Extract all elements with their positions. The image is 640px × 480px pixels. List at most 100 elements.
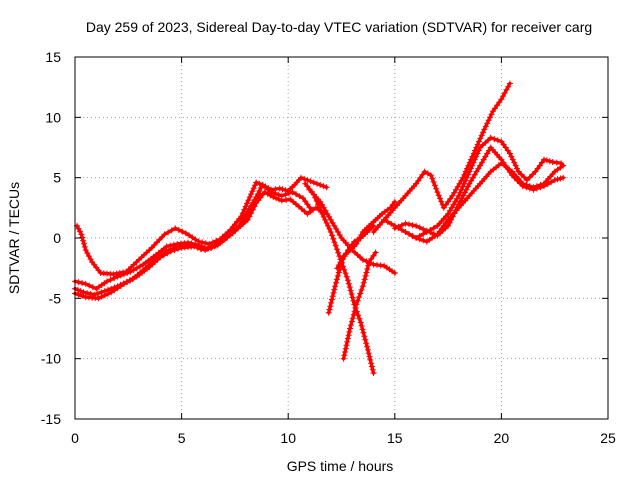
- data-point: [342, 270, 349, 277]
- data-point: [124, 279, 131, 285]
- data-point: [338, 260, 345, 266]
- data-point: [114, 285, 121, 292]
- data-point: [270, 194, 277, 200]
- data-point: [543, 157, 550, 164]
- data-point: [293, 191, 299, 198]
- data-point: [209, 239, 216, 246]
- data-point: [482, 123, 489, 130]
- x-axis-label: GPS time / hours: [287, 458, 394, 474]
- data-point: [406, 231, 412, 237]
- data-point: [175, 245, 181, 252]
- data-point: [471, 156, 478, 163]
- y-tick-label: 0: [53, 230, 61, 246]
- data-point: [314, 180, 320, 187]
- data-point: [301, 175, 308, 182]
- data-point: [298, 174, 304, 181]
- data-point: [304, 177, 311, 184]
- data-point: [335, 269, 342, 276]
- data-point: [368, 360, 375, 367]
- data-point: [354, 297, 361, 304]
- data-point: [359, 256, 366, 263]
- data-point: [361, 276, 368, 283]
- data-point: [477, 135, 484, 142]
- data-point: [469, 162, 476, 169]
- data-point: [249, 206, 256, 213]
- data-point: [245, 197, 252, 204]
- data-point: [340, 355, 347, 362]
- data-point: [369, 366, 376, 373]
- data-point: [89, 284, 96, 291]
- data-point: [161, 231, 168, 238]
- data-point: [111, 275, 118, 282]
- data-point: [79, 292, 86, 299]
- x-tick-label: 15: [387, 430, 403, 446]
- data-point: [151, 242, 158, 248]
- data-point: [356, 315, 363, 322]
- data-point: [343, 342, 350, 349]
- data-point: [347, 287, 354, 294]
- data-point: [194, 244, 201, 251]
- data-point: [341, 266, 348, 273]
- data-point: [327, 303, 334, 310]
- data-point: [560, 162, 567, 169]
- data-point: [325, 222, 331, 229]
- data-point: [518, 171, 525, 178]
- data-point: [478, 132, 485, 139]
- data-point: [124, 270, 131, 276]
- data-point: [356, 294, 362, 301]
- data-point: [482, 153, 489, 160]
- data-point: [362, 272, 369, 279]
- data-point: [157, 254, 164, 261]
- data-point: [344, 277, 351, 284]
- data-point: [249, 188, 256, 195]
- x-tick-label: 20: [494, 430, 510, 446]
- data-point: [549, 159, 556, 165]
- data-point: [81, 240, 87, 247]
- data-point: [413, 222, 420, 229]
- data-point: [127, 277, 134, 284]
- data-point: [349, 294, 356, 301]
- data-point: [279, 186, 286, 193]
- data-point: [296, 193, 303, 200]
- data-point: [347, 322, 354, 329]
- data-point: [512, 162, 519, 169]
- data-point: [276, 185, 283, 192]
- data-point: [406, 221, 412, 228]
- data-point: [360, 279, 367, 286]
- data-point: [428, 172, 434, 179]
- series-layer: [72, 80, 567, 377]
- y-tick-label: 5: [53, 170, 61, 186]
- satellite-track-8: [306, 186, 398, 276]
- y-tick-label: 15: [45, 49, 61, 65]
- series-line: [335, 200, 397, 270]
- data-point: [420, 226, 427, 233]
- data-point: [368, 363, 375, 370]
- data-point: [335, 249, 342, 256]
- data-point: [526, 183, 533, 190]
- data-point: [202, 240, 209, 247]
- data-point: [160, 252, 167, 259]
- data-point: [273, 195, 280, 202]
- satellite-track-12: [391, 144, 567, 239]
- series-line: [341, 250, 378, 361]
- data-point: [271, 190, 278, 197]
- data-point: [130, 267, 137, 273]
- data-point: [253, 179, 260, 186]
- data-point: [121, 280, 127, 287]
- data-point: [75, 279, 82, 286]
- data-point: [130, 275, 137, 282]
- data-point: [81, 243, 88, 250]
- data-point: [82, 280, 89, 287]
- data-point: [137, 263, 143, 270]
- data-point: [333, 279, 339, 286]
- data-point: [182, 230, 189, 237]
- data-point: [368, 255, 375, 262]
- data-point: [341, 352, 348, 359]
- data-point: [198, 245, 205, 252]
- data-point: [388, 220, 395, 227]
- data-point: [530, 184, 537, 191]
- data-point: [548, 179, 555, 186]
- data-point: [391, 198, 398, 205]
- data-point: [202, 247, 209, 254]
- data-point: [251, 182, 258, 189]
